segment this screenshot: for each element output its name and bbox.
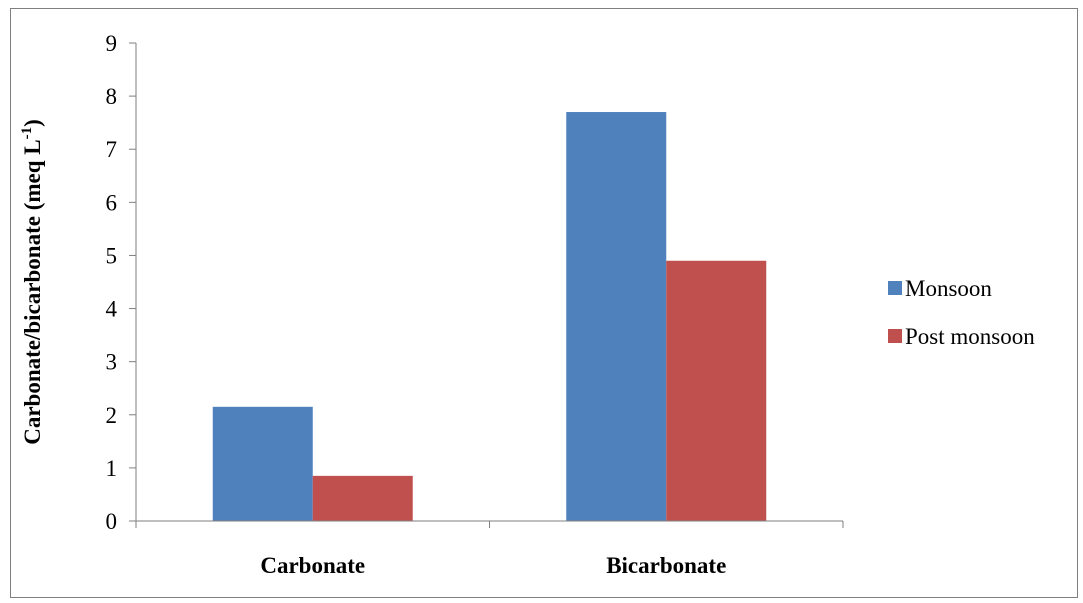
y-axis-label-main: Carbonate/bicarbonate (meq L (20, 139, 45, 444)
x-category-label: Bicarbonate (606, 553, 726, 578)
legend-label: Monsoon (905, 276, 992, 301)
bar-post-monsoon-carbonate (312, 475, 413, 521)
y-tick-label: 8 (106, 84, 118, 109)
y-tick-label: 6 (106, 190, 118, 215)
y-tick-label: 4 (106, 297, 118, 322)
legend-swatch (888, 329, 902, 343)
y-ticks-group: 0 1 2 3 4 5 6 7 8 9 (106, 31, 136, 534)
y-tick-label: 1 (106, 456, 118, 481)
legend-item: Monsoon (888, 276, 992, 301)
y-tick-label: 7 (106, 137, 118, 162)
y-axis-title: Carbonate/bicarbonate (meq L-1) (19, 119, 45, 445)
bar-monsoon-bicarbonate (566, 112, 667, 522)
bar-post-monsoon-bicarbonate (666, 260, 767, 521)
y-axis-label-superscript: -1 (19, 127, 35, 140)
y-axis-label-suffix: ) (20, 119, 45, 127)
legend-swatch (888, 281, 902, 295)
axes-group (135, 43, 844, 528)
y-tick-label: 0 (106, 509, 118, 534)
legend-item: Post monsoon (888, 324, 1035, 349)
y-tick-label: 5 (106, 243, 118, 268)
y-tick-label: 3 (106, 350, 118, 375)
y-axis-label: Carbonate/bicarbonate (meq L-1) (19, 119, 45, 445)
legend-label: Post monsoon (905, 324, 1035, 349)
bars-group (212, 112, 767, 522)
y-tick-label: 9 (106, 31, 118, 56)
x-labels-group: Carbonate Bicarbonate (260, 553, 726, 578)
legend: Monsoon Post monsoon (888, 276, 1035, 349)
x-category-label: Carbonate (260, 553, 365, 578)
chart-frame (10, 8, 1078, 598)
y-tick-label: 2 (106, 403, 118, 428)
bar-monsoon-carbonate (212, 406, 313, 521)
